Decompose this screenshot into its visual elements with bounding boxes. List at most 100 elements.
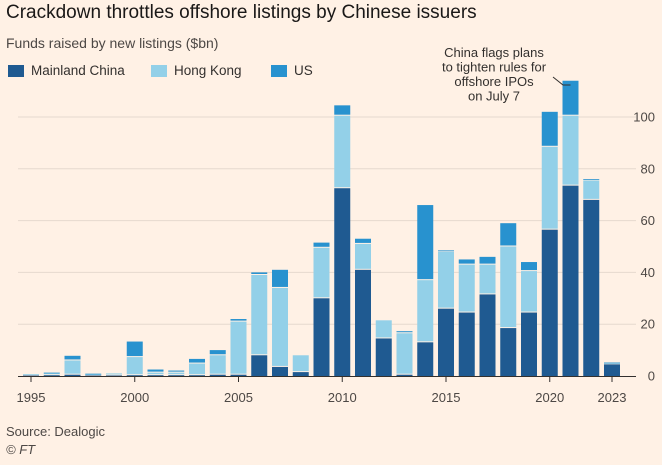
bar-mainland-china-2004	[209, 374, 226, 376]
legend-label-us: US	[294, 63, 313, 78]
bar-mainland-china-1998	[85, 375, 102, 377]
legend-swatch-us	[271, 65, 287, 77]
x-tick-label-2020: 2020	[535, 390, 564, 405]
y-tick-label-0: 0	[648, 369, 655, 384]
bar-mainland-china-2016	[458, 312, 475, 376]
bar-hong-kong-2006	[251, 274, 268, 355]
bar-hong-kong-2009	[313, 247, 330, 298]
x-tick-label-2023: 2023	[598, 390, 627, 405]
bar-us-2010	[334, 105, 351, 115]
bar-mainland-china-1997	[64, 374, 81, 376]
annotation-line-3: offshore IPOs	[454, 74, 534, 89]
bar-us-2017	[479, 256, 496, 264]
bar-us-2014	[417, 205, 434, 280]
bar-hong-kong-2021	[562, 115, 579, 185]
bar-us-2007	[272, 269, 288, 287]
credit-note: © FT	[6, 442, 36, 457]
bar-hong-kong-2005	[230, 321, 247, 374]
bar-mainland-china-2017	[479, 294, 496, 376]
bar-mainland-china-2010	[334, 188, 351, 376]
bar-us-2015	[438, 250, 454, 252]
y-tick-label-60: 60	[641, 213, 655, 228]
bar-mainland-china-2000	[126, 375, 143, 377]
bar-us-2002	[168, 370, 185, 372]
bar-mainland-china-2014	[417, 342, 434, 376]
bar-us-2009	[313, 242, 330, 247]
bar-mainland-china-2021	[562, 185, 579, 376]
bar-us-2004	[209, 350, 226, 355]
source-note: Source: Dealogic	[6, 424, 105, 439]
bar-us-2016	[458, 259, 475, 264]
bar-hong-kong-2014	[417, 280, 434, 342]
bar-hong-kong-2016	[458, 264, 475, 312]
legend-swatch-mainland-china	[8, 65, 24, 77]
bar-hong-kong-1999	[106, 373, 122, 375]
bar-mainland-china-2005	[230, 374, 247, 376]
bar-mainland-china-1996	[43, 375, 60, 377]
legend-label-hong-kong: Hong Kong	[174, 63, 242, 78]
bar-mainland-china-1999	[106, 375, 122, 377]
bar-mainland-china-2020	[541, 229, 558, 376]
bar-hong-kong-2022	[583, 180, 600, 199]
bar-mainland-china-2009	[313, 298, 330, 376]
bar-mainland-china-2019	[521, 312, 537, 376]
legend-swatch-hong-kong	[151, 65, 167, 77]
bar-hong-kong-2019	[521, 271, 537, 312]
bar-hong-kong-2018	[500, 246, 517, 328]
bar-mainland-china-2023	[604, 364, 620, 376]
bar-hong-kong-1998	[85, 374, 102, 375]
bar-hong-kong-2008	[292, 355, 309, 372]
bar-us-2013	[396, 331, 413, 333]
bar-hong-kong-2020	[541, 146, 558, 229]
bar-mainland-china-2001	[147, 375, 164, 377]
bar-us-1997	[64, 355, 81, 360]
bar-hong-kong-2002	[168, 372, 185, 375]
annotation-line-2: to tighten rules for	[442, 60, 547, 75]
bar-us-2020	[541, 111, 558, 146]
bar-us-2003	[189, 358, 205, 363]
x-tick-label-2000: 2000	[120, 390, 149, 405]
bars	[23, 80, 620, 377]
legend-label-mainland-china: Mainland China	[31, 63, 125, 78]
bar-mainland-china-2002	[168, 375, 185, 377]
bar-mainland-china-1995	[23, 375, 39, 377]
y-tick-label-20: 20	[641, 317, 655, 332]
bar-hong-kong-2004	[209, 355, 226, 374]
bar-hong-kong-2001	[147, 372, 164, 375]
bar-hong-kong-2015	[438, 251, 454, 308]
bar-us-1996	[43, 372, 60, 374]
bar-mainland-china-2018	[500, 328, 517, 376]
x-tick-label-2005: 2005	[224, 390, 253, 405]
bar-hong-kong-2010	[334, 115, 351, 188]
x-tick-label-2010: 2010	[328, 390, 357, 405]
bar-us-2005	[230, 319, 247, 321]
bar-us-2001	[147, 369, 164, 372]
bar-hong-kong-2013	[396, 333, 413, 374]
bar-hong-kong-1995	[23, 374, 39, 375]
bar-hong-kong-2012	[375, 320, 392, 338]
bar-us-2006	[251, 272, 268, 274]
chart-title: Crackdown throttles offshore listings by…	[6, 2, 477, 23]
bar-hong-kong-2017	[479, 264, 496, 294]
y-tick-label-80: 80	[641, 161, 655, 176]
bar-us-2021	[562, 80, 579, 115]
chart-subtitle: Funds raised by new listings ($bn)	[6, 35, 219, 51]
bar-hong-kong-2000	[126, 357, 143, 375]
bar-mainland-china-2013	[396, 374, 413, 376]
bar-hong-kong-2011	[355, 243, 371, 269]
bar-us-2022	[583, 179, 600, 180]
bar-us-2023	[604, 362, 620, 364]
bar-hong-kong-1997	[64, 360, 81, 374]
y-tick-label-100: 100	[633, 110, 655, 125]
annotation-leader-line	[552, 76, 571, 86]
bar-us-2011	[355, 238, 371, 243]
x-tick-label-1995: 1995	[17, 390, 46, 405]
bar-hong-kong-2003	[189, 363, 205, 375]
bar-hong-kong-2007	[272, 287, 288, 366]
bar-us-2018	[500, 223, 517, 246]
y-tick-label-40: 40	[641, 265, 655, 280]
bar-mainland-china-2003	[189, 375, 205, 377]
bar-mainland-china-2022	[583, 199, 600, 376]
bar-mainland-china-2007	[272, 366, 288, 376]
